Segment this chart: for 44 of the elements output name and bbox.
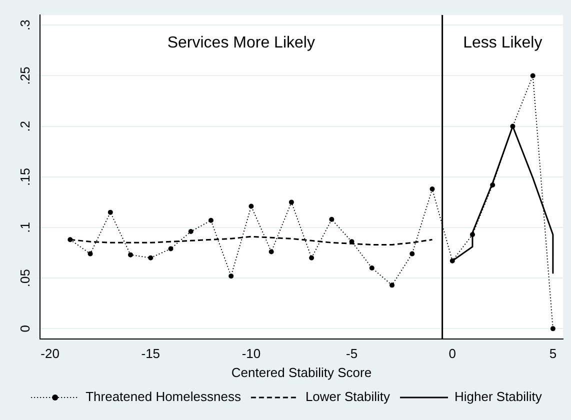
y-tick-label: .1	[18, 222, 33, 233]
x-tick-label: 5	[549, 346, 557, 362]
point	[288, 200, 294, 205]
legend-label: Lower Stability	[305, 389, 390, 404]
y-tick-label: 0	[18, 325, 33, 332]
point	[329, 216, 334, 222]
point	[410, 251, 415, 256]
y-tick-label: .2	[18, 120, 33, 132]
legend-label: Threatened Homelessness	[86, 389, 242, 404]
x-tick-label: -10	[242, 346, 261, 362]
x-axis-title: Centered Stability Score	[231, 364, 372, 380]
legend-label: Higher Stability	[454, 389, 542, 404]
point	[208, 218, 214, 223]
point	[349, 239, 354, 244]
point	[390, 282, 395, 288]
y-tick-label: .05	[18, 269, 33, 288]
point	[68, 237, 73, 242]
point	[168, 246, 174, 252]
point	[530, 73, 536, 78]
y-tick-label: .15	[18, 168, 33, 186]
point	[369, 265, 374, 270]
point	[490, 182, 496, 188]
point	[430, 186, 435, 192]
point	[148, 255, 154, 260]
y-tick-label: .3	[18, 20, 33, 31]
x-tick-label: 0	[448, 346, 456, 362]
point	[228, 274, 234, 279]
point	[450, 258, 455, 264]
point	[550, 326, 556, 332]
x-tick-label: -5	[346, 346, 358, 362]
point	[470, 232, 475, 238]
annotation: Services More Likely	[167, 34, 315, 52]
point	[268, 249, 274, 254]
point	[510, 124, 516, 129]
point	[188, 229, 194, 234]
annotation: Less Likely	[463, 34, 542, 52]
point	[88, 251, 93, 256]
x-tick-label: -15	[141, 346, 160, 362]
point	[248, 204, 254, 209]
point	[108, 210, 113, 215]
x-tick-label: -20	[40, 346, 60, 362]
y-tick-label: .25	[18, 66, 33, 85]
point	[128, 252, 134, 258]
point	[309, 255, 314, 260]
